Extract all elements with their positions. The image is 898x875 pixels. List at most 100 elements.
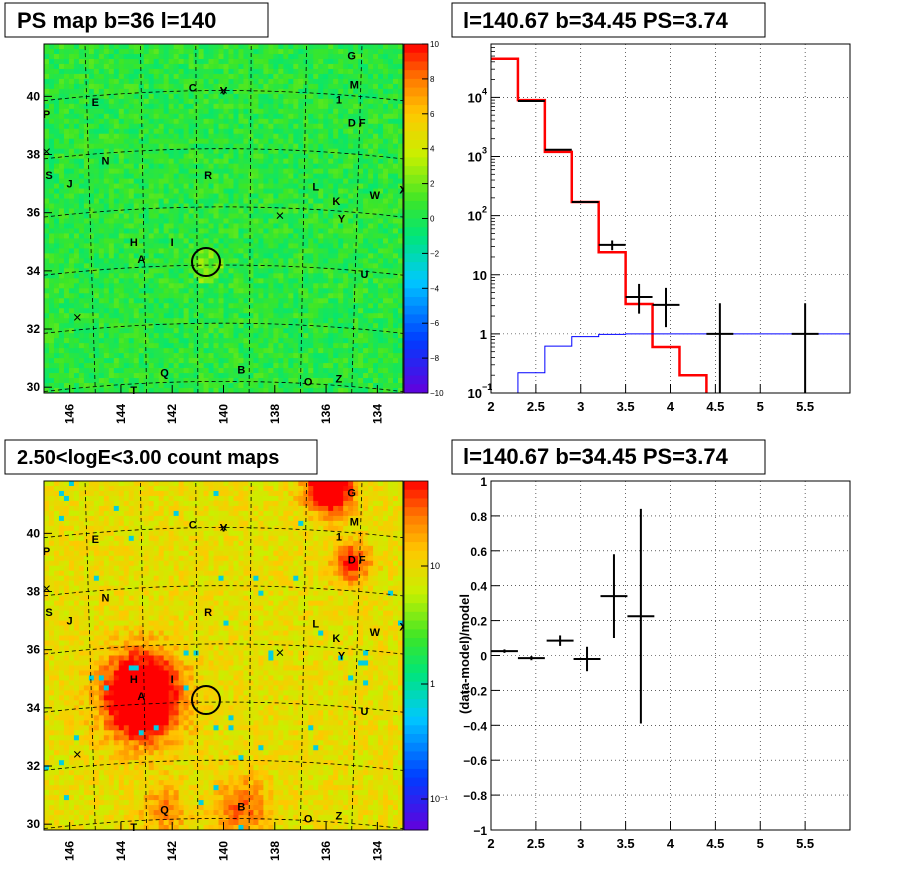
residual-point — [517, 656, 545, 661]
x-tick-label: 4.5 — [706, 399, 724, 414]
x-tick-label: 4.5 — [706, 836, 724, 851]
data-point — [706, 303, 734, 393]
source-label: L — [312, 619, 319, 631]
source-label: H — [130, 674, 138, 686]
colorbar-tick-label: 2 — [430, 180, 435, 189]
source-label: E — [92, 534, 99, 546]
x-tick-label: 5.5 — [796, 399, 814, 414]
source-label: S — [45, 607, 52, 619]
x-tick-label: 142 — [165, 841, 179, 861]
y-tick-label: 10 — [473, 268, 487, 283]
colorbar-tick-label: −10 — [430, 389, 444, 398]
source-marker — [276, 212, 284, 219]
x-tick-label: 3.5 — [617, 836, 635, 851]
source-label: B — [237, 802, 245, 814]
colorbar-tick-label: 0 — [430, 215, 435, 224]
count-map-coordinate-grid — [44, 481, 403, 830]
source-label: Q — [160, 368, 169, 380]
residual-title: l=140.67 b=34.45 PS=3.74 — [463, 444, 729, 469]
x-tick-label: 138 — [268, 841, 282, 861]
source-label: T — [130, 385, 137, 397]
x-tick-label: 4 — [667, 836, 675, 851]
source-label: M — [350, 517, 359, 529]
source-label: A — [137, 691, 145, 703]
source-label: Z — [336, 811, 343, 823]
x-tick-label: 140 — [217, 841, 231, 861]
x-tick-label: 146 — [63, 841, 77, 861]
x-tick-label: 134 — [370, 404, 384, 424]
y-tick-label: 10 — [468, 209, 482, 224]
ps-map-heatmap[interactable] — [44, 44, 403, 393]
y-tick-label: 10 — [468, 90, 482, 105]
y-tick-exponent: −1 — [482, 382, 492, 392]
y-tick-label: 10 — [468, 386, 482, 401]
count-map-title-box — [4, 439, 318, 475]
residual-point — [546, 635, 574, 646]
source-label: J — [67, 616, 73, 628]
source-label: I — [171, 237, 174, 249]
ps-map-title: PS map b=36 l=140 — [17, 8, 216, 33]
count-map-heatmap[interactable] — [44, 481, 403, 830]
source-label: S — [45, 170, 52, 182]
y-tick-label: 1 — [480, 475, 487, 489]
x-tick-label: 3 — [577, 836, 584, 851]
residual-axes: 2 2.5 3 3.5 4 4.5 5 5.5 1 0.8 0.6 0.4 0.2 0 −0.2 −0.4 −0… — [463, 475, 814, 851]
source-label: T — [130, 822, 137, 834]
ps-map-axes: 146 144 142 140 138 136 134 40 38 36 34 32 30 — [27, 89, 385, 424]
x-tick-label: 5.5 — [796, 836, 814, 851]
y-tick-label: 1 — [480, 327, 487, 342]
count-map-colorbar: 10 1 10⁻¹ — [403, 480, 448, 831]
source-label: H — [130, 237, 138, 249]
x-tick-label: 2 — [487, 399, 494, 414]
colorbar-tick-label: 10⁻¹ — [430, 794, 448, 804]
source-label: L — [312, 182, 319, 194]
source-label: K — [332, 633, 340, 645]
colorbar-tick-label: 10 — [430, 561, 440, 571]
spectrum-title: l=140.67 b=34.45 PS=3.74 — [463, 8, 729, 33]
y-tick-label: 38 — [27, 148, 41, 162]
y-tick-label: 34 — [27, 264, 41, 278]
y-tick-label: 0.6 — [470, 545, 487, 559]
source-label: P — [43, 109, 50, 121]
spectrum-grid — [491, 44, 850, 393]
residual-ylabel: (data-model)/model — [457, 594, 472, 714]
ps-map-coordinate-grid — [44, 44, 403, 393]
x-tick-label: 5 — [757, 836, 764, 851]
x-tick-label: 3 — [577, 399, 584, 414]
source-label: K — [332, 196, 340, 208]
source-label: Z — [336, 374, 343, 386]
colorbar-tick-label: 8 — [430, 75, 435, 84]
ps-map-target-circle — [191, 247, 221, 277]
residual-panel: l=140.67 b=34.45 PS=3.74 2 2.5 3 3.5 4 4.5 5 5.… — [451, 439, 851, 851]
y-tick-label: 40 — [27, 526, 41, 540]
x-tick-label: 140 — [217, 404, 231, 424]
x-tick-label: 142 — [165, 404, 179, 424]
source-label: D F — [348, 555, 366, 567]
source-label: 1 — [336, 531, 342, 543]
colorbar-tick-label: −8 — [430, 354, 440, 363]
colorbar-tick-label: 10 — [430, 40, 439, 49]
source-label: N — [102, 155, 110, 167]
data-point — [791, 303, 819, 393]
source-label: J — [67, 179, 73, 191]
residual-point — [573, 646, 601, 672]
x-tick-label: 5 — [757, 399, 764, 414]
residual-title-box — [451, 439, 766, 475]
x-tick-label: 136 — [319, 841, 333, 861]
colorbar-tick-label: 4 — [430, 145, 435, 154]
source-label: Y — [338, 214, 346, 226]
y-tick-label: 30 — [27, 380, 41, 394]
y-tick-exponent: 2 — [482, 205, 487, 215]
x-tick-label: 134 — [370, 841, 384, 861]
y-tick-label: 30 — [27, 817, 41, 831]
residual-plot-area[interactable] — [491, 508, 655, 724]
source-label: D F — [348, 118, 366, 130]
y-tick-label: 10 — [468, 150, 482, 165]
spectrum-plot-area[interactable] — [491, 57, 850, 399]
residual-point — [627, 508, 655, 724]
count-map-target-circle — [191, 685, 221, 715]
source-marker — [73, 314, 81, 321]
